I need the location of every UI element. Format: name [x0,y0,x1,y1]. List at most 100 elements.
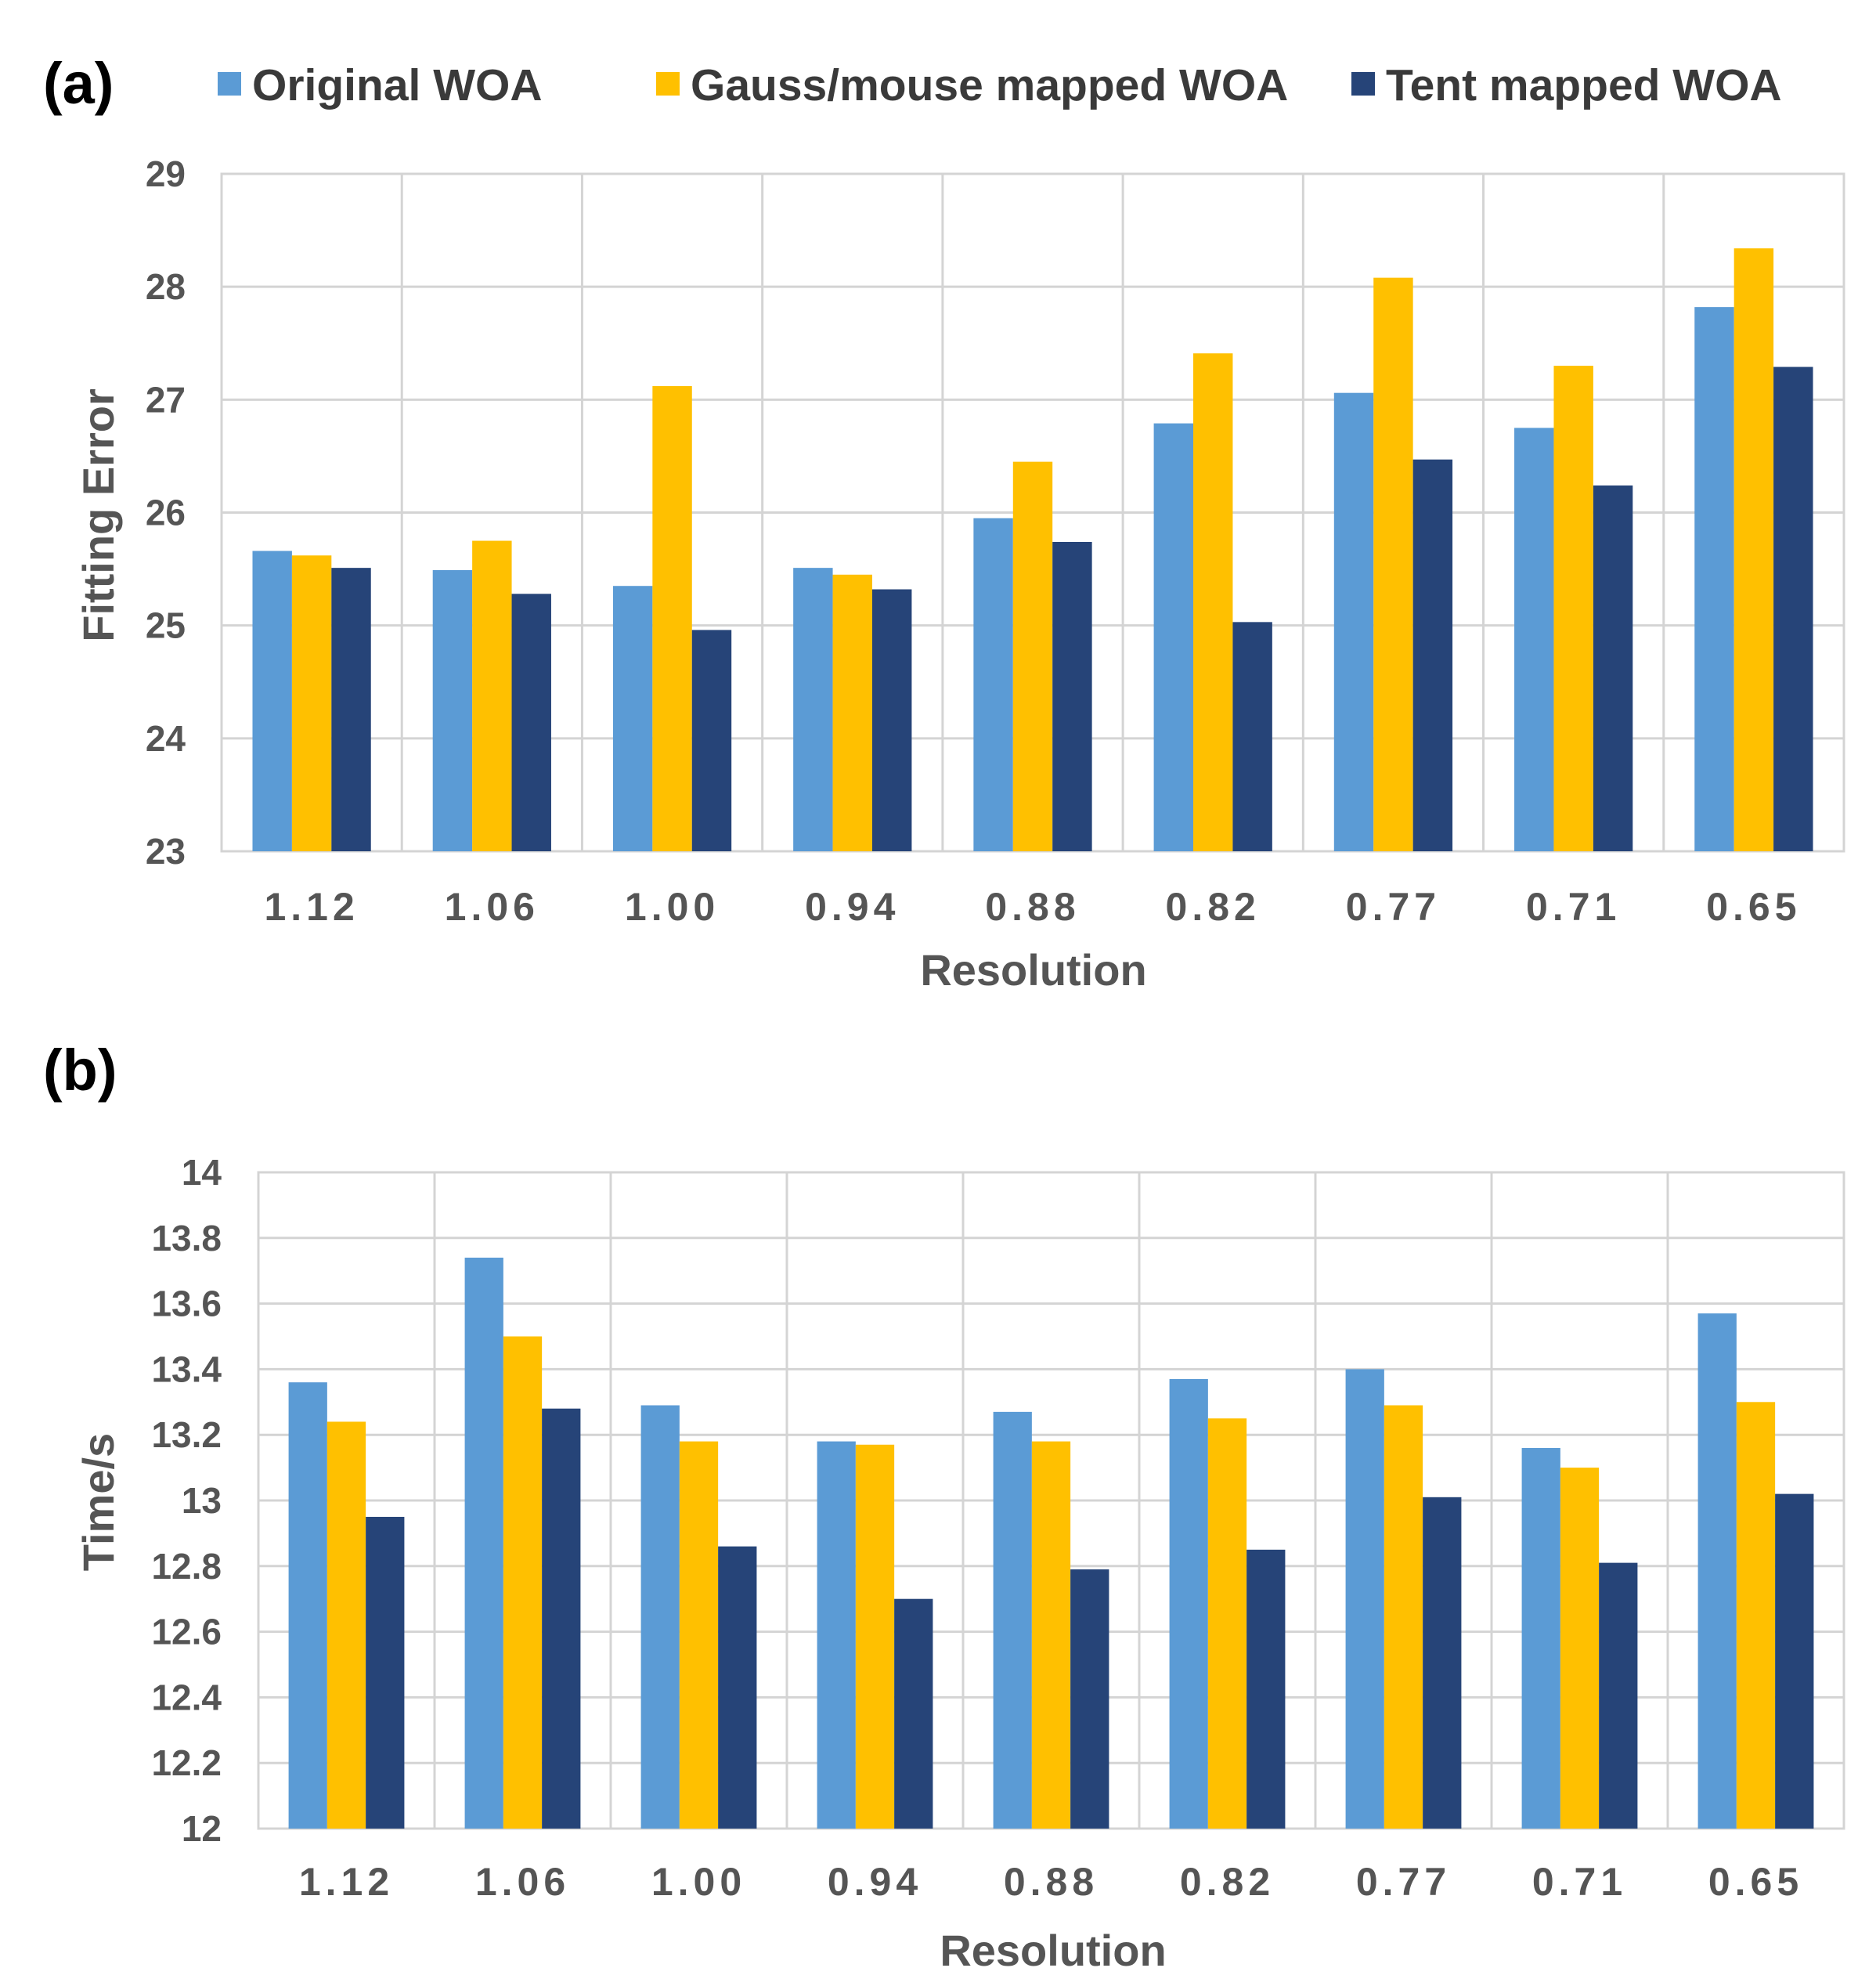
bar-tent-mapped-woa-1.12 [331,568,371,851]
x-tick-label: 0.82 [1166,885,1261,929]
bar-original-woa-1.12 [288,1382,327,1829]
x-tick-label: 0.71 [1526,885,1621,929]
x-tick-label: 1.12 [264,885,359,929]
bar-gauss-mouse-mapped-woa-0.65 [1736,1402,1776,1829]
bar-original-woa-0.82 [1153,423,1194,851]
legend-swatch-gauss [656,72,680,96]
y-tick-label: 13.4 [151,1349,222,1389]
y-axis-title-b: Time/s [74,1433,123,1571]
x-tick-label: 0.94 [828,1860,922,1904]
legend-swatch-tent [1351,72,1375,96]
y-tick-labels-a: 23 24 25 26 27 28 29 [146,153,186,872]
bar-gauss-mouse-mapped-woa-1.06 [503,1336,543,1829]
bar-tent-mapped-woa-0.88 [1052,541,1092,851]
bar-tent-mapped-woa-1.00 [691,630,732,851]
legend: Original WOA Gauss/mouse mapped WOA Tent… [218,60,1782,110]
bar-tent-mapped-woa-0.94 [894,1598,933,1829]
bar-gauss-mouse-mapped-woa-1.06 [472,540,512,851]
bar-tent-mapped-woa-1.06 [542,1408,581,1829]
y-tick-label: 14 [182,1152,222,1193]
bar-gauss-mouse-mapped-woa-0.82 [1193,353,1233,852]
bar-gauss-mouse-mapped-woa-0.88 [1012,461,1053,851]
legend-label-gauss: Gauss/mouse mapped WOA [691,60,1288,110]
y-tick-label: 24 [146,718,186,759]
bar-gauss-mouse-mapped-woa-0.71 [1553,366,1593,851]
x-tick-label: 0.71 [1532,1860,1627,1904]
y-axis-title-a: Fitting Error [74,388,123,642]
bar-original-woa-0.88 [993,1411,1032,1829]
y-tick-label: 12.4 [151,1677,222,1717]
x-tick-label: 0.94 [805,885,900,929]
bar-original-woa-0.65 [1697,1313,1737,1829]
bar-gauss-mouse-mapped-woa-0.82 [1207,1418,1247,1829]
x-axis-title-b: Resolution [940,1926,1166,1975]
bar-tent-mapped-woa-0.82 [1246,1549,1286,1829]
x-tick-labels-a: 1.12 1.06 1.00 0.94 0.88 0.82 0.77 0.71 0.65 [264,885,1801,929]
panel-label-a: (a) [43,51,114,116]
bar-gauss-mouse-mapped-woa-0.65 [1733,248,1774,851]
bar-tent-mapped-woa-0.77 [1412,459,1453,851]
x-tick-label: 0.88 [985,885,1080,929]
y-tick-labels-b: 12 12.2 12.4 12.6 12.8 13 13.2 13.4 13.6 13.8 14 [151,1152,222,1849]
bar-original-woa-0.94 [793,568,833,851]
bar-tent-mapped-woa-1.06 [511,594,551,851]
bar-gauss-mouse-mapped-woa-1.00 [652,386,692,851]
bar-tent-mapped-woa-0.71 [1593,485,1633,851]
bar-gauss-mouse-mapped-woa-0.77 [1373,277,1413,852]
bar-tent-mapped-woa-1.12 [366,1516,405,1829]
y-tick-label: 26 [146,493,186,533]
legend-label-tent: Tent mapped WOA [1386,60,1782,110]
y-tick-label: 23 [146,831,186,872]
bar-tent-mapped-woa-1.00 [718,1546,757,1829]
x-tick-label: 0.77 [1346,885,1441,929]
x-tick-label: 0.82 [1180,1860,1275,1904]
bar-tent-mapped-woa-0.65 [1773,367,1813,851]
x-tick-label: 1.00 [651,1860,746,1904]
x-tick-label: 0.65 [1706,885,1801,929]
x-tick-label: 1.06 [445,885,539,929]
chart-panel-a: (a) Original WOA Gauss/mouse mapped WOA … [43,51,1845,995]
bar-tent-mapped-woa-0.88 [1070,1569,1109,1829]
y-tick-label: 25 [146,605,186,646]
y-tick-label: 29 [146,153,186,194]
bars-b [288,1257,1814,1829]
bar-original-woa-1.00 [640,1405,680,1829]
y-tick-label: 13.6 [151,1284,222,1324]
bar-original-woa-1.06 [464,1257,503,1829]
x-tick-label: 0.88 [1004,1860,1099,1904]
bar-gauss-mouse-mapped-woa-1.00 [679,1441,719,1829]
panel-label-b: (b) [43,1038,117,1103]
y-tick-label: 13.8 [151,1218,222,1258]
bar-original-woa-0.94 [817,1441,856,1829]
bar-gauss-mouse-mapped-woa-0.88 [1031,1441,1071,1829]
bar-original-woa-1.12 [252,551,292,851]
chart-panel-b: (b) 12 12.2 12.4 12.6 12.8 13 13.2 13.4 13.6 13.8… [43,1038,1845,1975]
bar-original-woa-1.00 [612,586,653,851]
bar-gauss-mouse-mapped-woa-0.71 [1560,1468,1600,1829]
bar-original-woa-0.65 [1694,307,1734,851]
bar-tent-mapped-woa-0.65 [1775,1493,1814,1829]
y-tick-label: 27 [146,379,186,420]
x-tick-label: 1.00 [625,885,720,929]
bar-tent-mapped-woa-0.71 [1599,1562,1638,1829]
y-tick-label: 28 [146,266,186,307]
bar-original-woa-0.88 [973,518,1013,851]
legend-label-original: Original WOA [252,60,543,110]
bar-gauss-mouse-mapped-woa-0.77 [1384,1405,1423,1829]
bar-tent-mapped-woa-0.77 [1423,1497,1462,1829]
bar-original-woa-0.71 [1514,428,1554,851]
bar-gauss-mouse-mapped-woa-1.12 [291,555,332,851]
y-tick-label: 12 [182,1808,222,1849]
x-tick-label: 0.77 [1356,1860,1451,1904]
bar-original-woa-0.77 [1333,392,1374,851]
y-tick-label: 12.8 [151,1546,222,1587]
bar-tent-mapped-woa-0.94 [871,589,912,851]
legend-swatch-original [218,72,241,96]
bar-original-woa-0.71 [1521,1447,1560,1829]
bar-original-woa-1.06 [432,570,473,851]
bar-gauss-mouse-mapped-woa-1.12 [326,1421,366,1829]
x-tick-label: 1.06 [475,1860,570,1904]
y-tick-label: 13.2 [151,1414,222,1455]
x-tick-label: 1.12 [299,1860,394,1904]
bars-a [252,248,1813,852]
